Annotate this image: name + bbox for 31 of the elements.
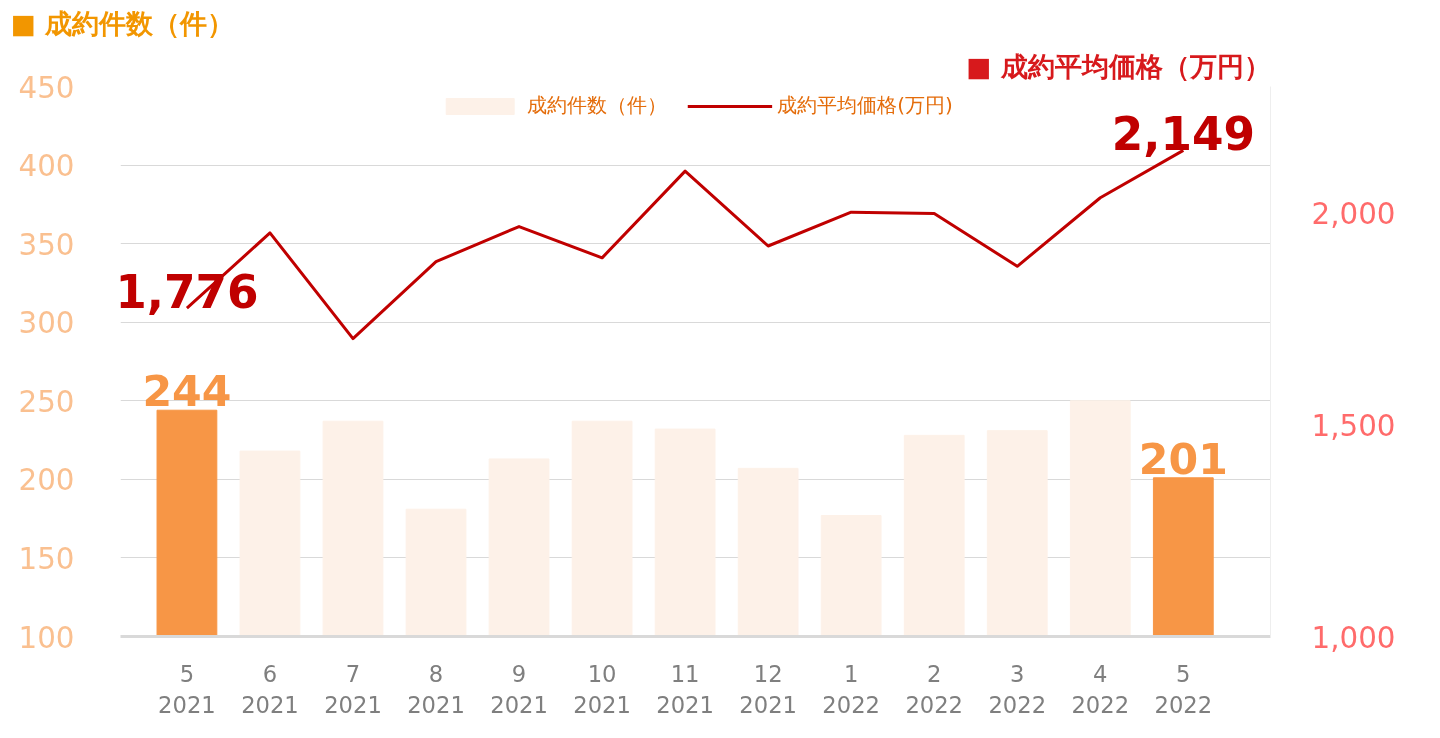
- y-tick-label: 150: [18, 541, 75, 576]
- x-tick-label: 2 2022: [905, 660, 964, 718]
- x-tick-label: 4 2022: [1071, 660, 1130, 718]
- y-tick-label: 350: [18, 227, 75, 262]
- data-label: 2,149: [1111, 108, 1256, 162]
- y-tick-label: 100: [18, 620, 75, 655]
- x-tick-label: 10 2021: [573, 660, 631, 718]
- y2-axis-title: ■ 成約平均価格（万円）: [966, 50, 1271, 82]
- y-axis-title: ■ 成約件数（件）: [10, 7, 234, 39]
- x-tick-label: 1 2022: [822, 660, 881, 718]
- x-tick-label: 5 2022: [1154, 660, 1213, 718]
- y2-tick-label: 1,500: [1311, 408, 1396, 443]
- x-tick-label: 11 2021: [656, 660, 714, 718]
- legend-label: 成約平均価格(万円): [777, 92, 953, 119]
- y-tick-label: 250: [18, 384, 75, 419]
- y-tick-label: 300: [18, 306, 75, 341]
- x-tick-label: 9 2021: [490, 660, 548, 718]
- y-tick-label: 400: [18, 149, 75, 184]
- y-tick-label: 450: [18, 70, 75, 105]
- x-tick-label: 12 2021: [739, 660, 797, 718]
- x-tick-label: 7 2021: [324, 660, 382, 718]
- y2-tick-label: 1,000: [1311, 620, 1396, 655]
- x-tick-label: 6 2021: [241, 660, 299, 718]
- y-tick-label: 200: [18, 463, 75, 498]
- x-tick-label: 3 2022: [988, 660, 1047, 718]
- x-tick-label: 8 2021: [407, 660, 465, 718]
- data-label: 201: [1138, 433, 1228, 484]
- x-tick-label: 5 2021: [158, 660, 216, 718]
- data-label: 244: [142, 366, 232, 417]
- y2-tick-label: 2,000: [1311, 197, 1396, 232]
- legend-label: 成約件数（件）: [527, 92, 668, 119]
